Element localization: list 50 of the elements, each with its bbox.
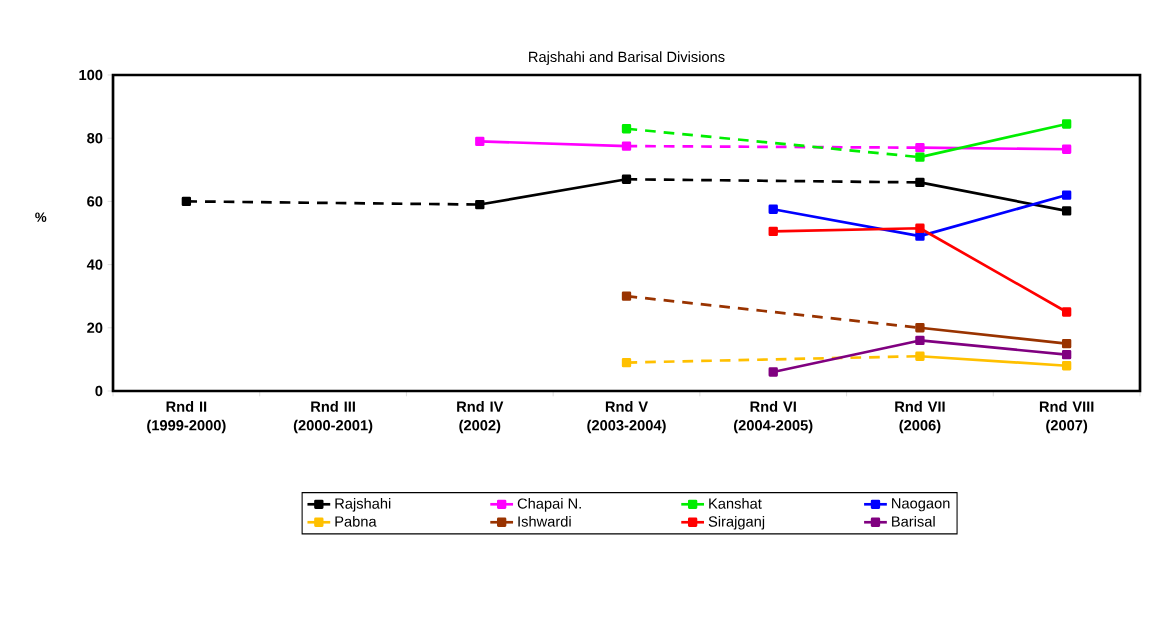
point — [915, 231, 925, 241]
y-tick-label: 80 — [87, 133, 103, 144]
point — [475, 136, 485, 147]
x-tick-label: Rnd VIII (2007) — [1039, 401, 1094, 434]
point — [768, 204, 778, 214]
x-tick-label: Rnd VI (2004-2005) — [734, 401, 813, 434]
legend-label: Kanshat — [709, 497, 762, 509]
legend-label: Pabna — [335, 515, 377, 527]
point — [915, 323, 925, 333]
point — [915, 223, 925, 233]
point — [768, 226, 778, 237]
point — [1061, 119, 1072, 129]
point — [1061, 206, 1072, 216]
y-tick-label: 0 — [95, 385, 103, 397]
x-tick-label: Rnd VII (2006) — [895, 401, 945, 434]
point — [915, 177, 925, 188]
point — [621, 124, 632, 134]
legend-label: Ishwardi — [518, 515, 571, 527]
point — [1061, 338, 1072, 349]
y-tick-label: 40 — [86, 259, 103, 270]
point — [915, 351, 925, 361]
point — [621, 357, 632, 368]
point — [1061, 307, 1072, 317]
legend-label: Rajshahi — [335, 497, 391, 512]
x-tick-label: Rnd II (1999-2000) — [147, 401, 226, 434]
point — [915, 335, 925, 346]
y-axis-title: % — [35, 212, 47, 222]
point — [915, 152, 925, 162]
legend-label: Chapai N. — [517, 497, 581, 512]
point — [915, 143, 925, 153]
point — [1061, 144, 1072, 154]
point — [1061, 361, 1072, 371]
legend-label: Naogaon — [892, 498, 950, 512]
point — [768, 367, 778, 377]
x-tick-label: Rnd V (2003-2004) — [587, 401, 666, 434]
point — [1061, 190, 1072, 200]
x-tick-label: Rnd IV (2002) — [457, 401, 504, 434]
point — [1061, 349, 1072, 360]
x-tick-label: Rnd III (2000-2001) — [293, 401, 373, 434]
y-tick-label: 60 — [87, 196, 103, 207]
legend-label: Sirajganj — [708, 515, 765, 530]
point — [621, 291, 632, 301]
chart-title: Rajshahi and Barisal Divisions — [529, 51, 725, 65]
legend-label: Barisal — [892, 515, 935, 527]
point — [181, 196, 192, 207]
point — [475, 199, 485, 210]
point — [621, 141, 632, 151]
point — [621, 174, 632, 184]
y-tick-label: 100 — [79, 69, 103, 81]
y-tick-label: 20 — [87, 322, 103, 333]
